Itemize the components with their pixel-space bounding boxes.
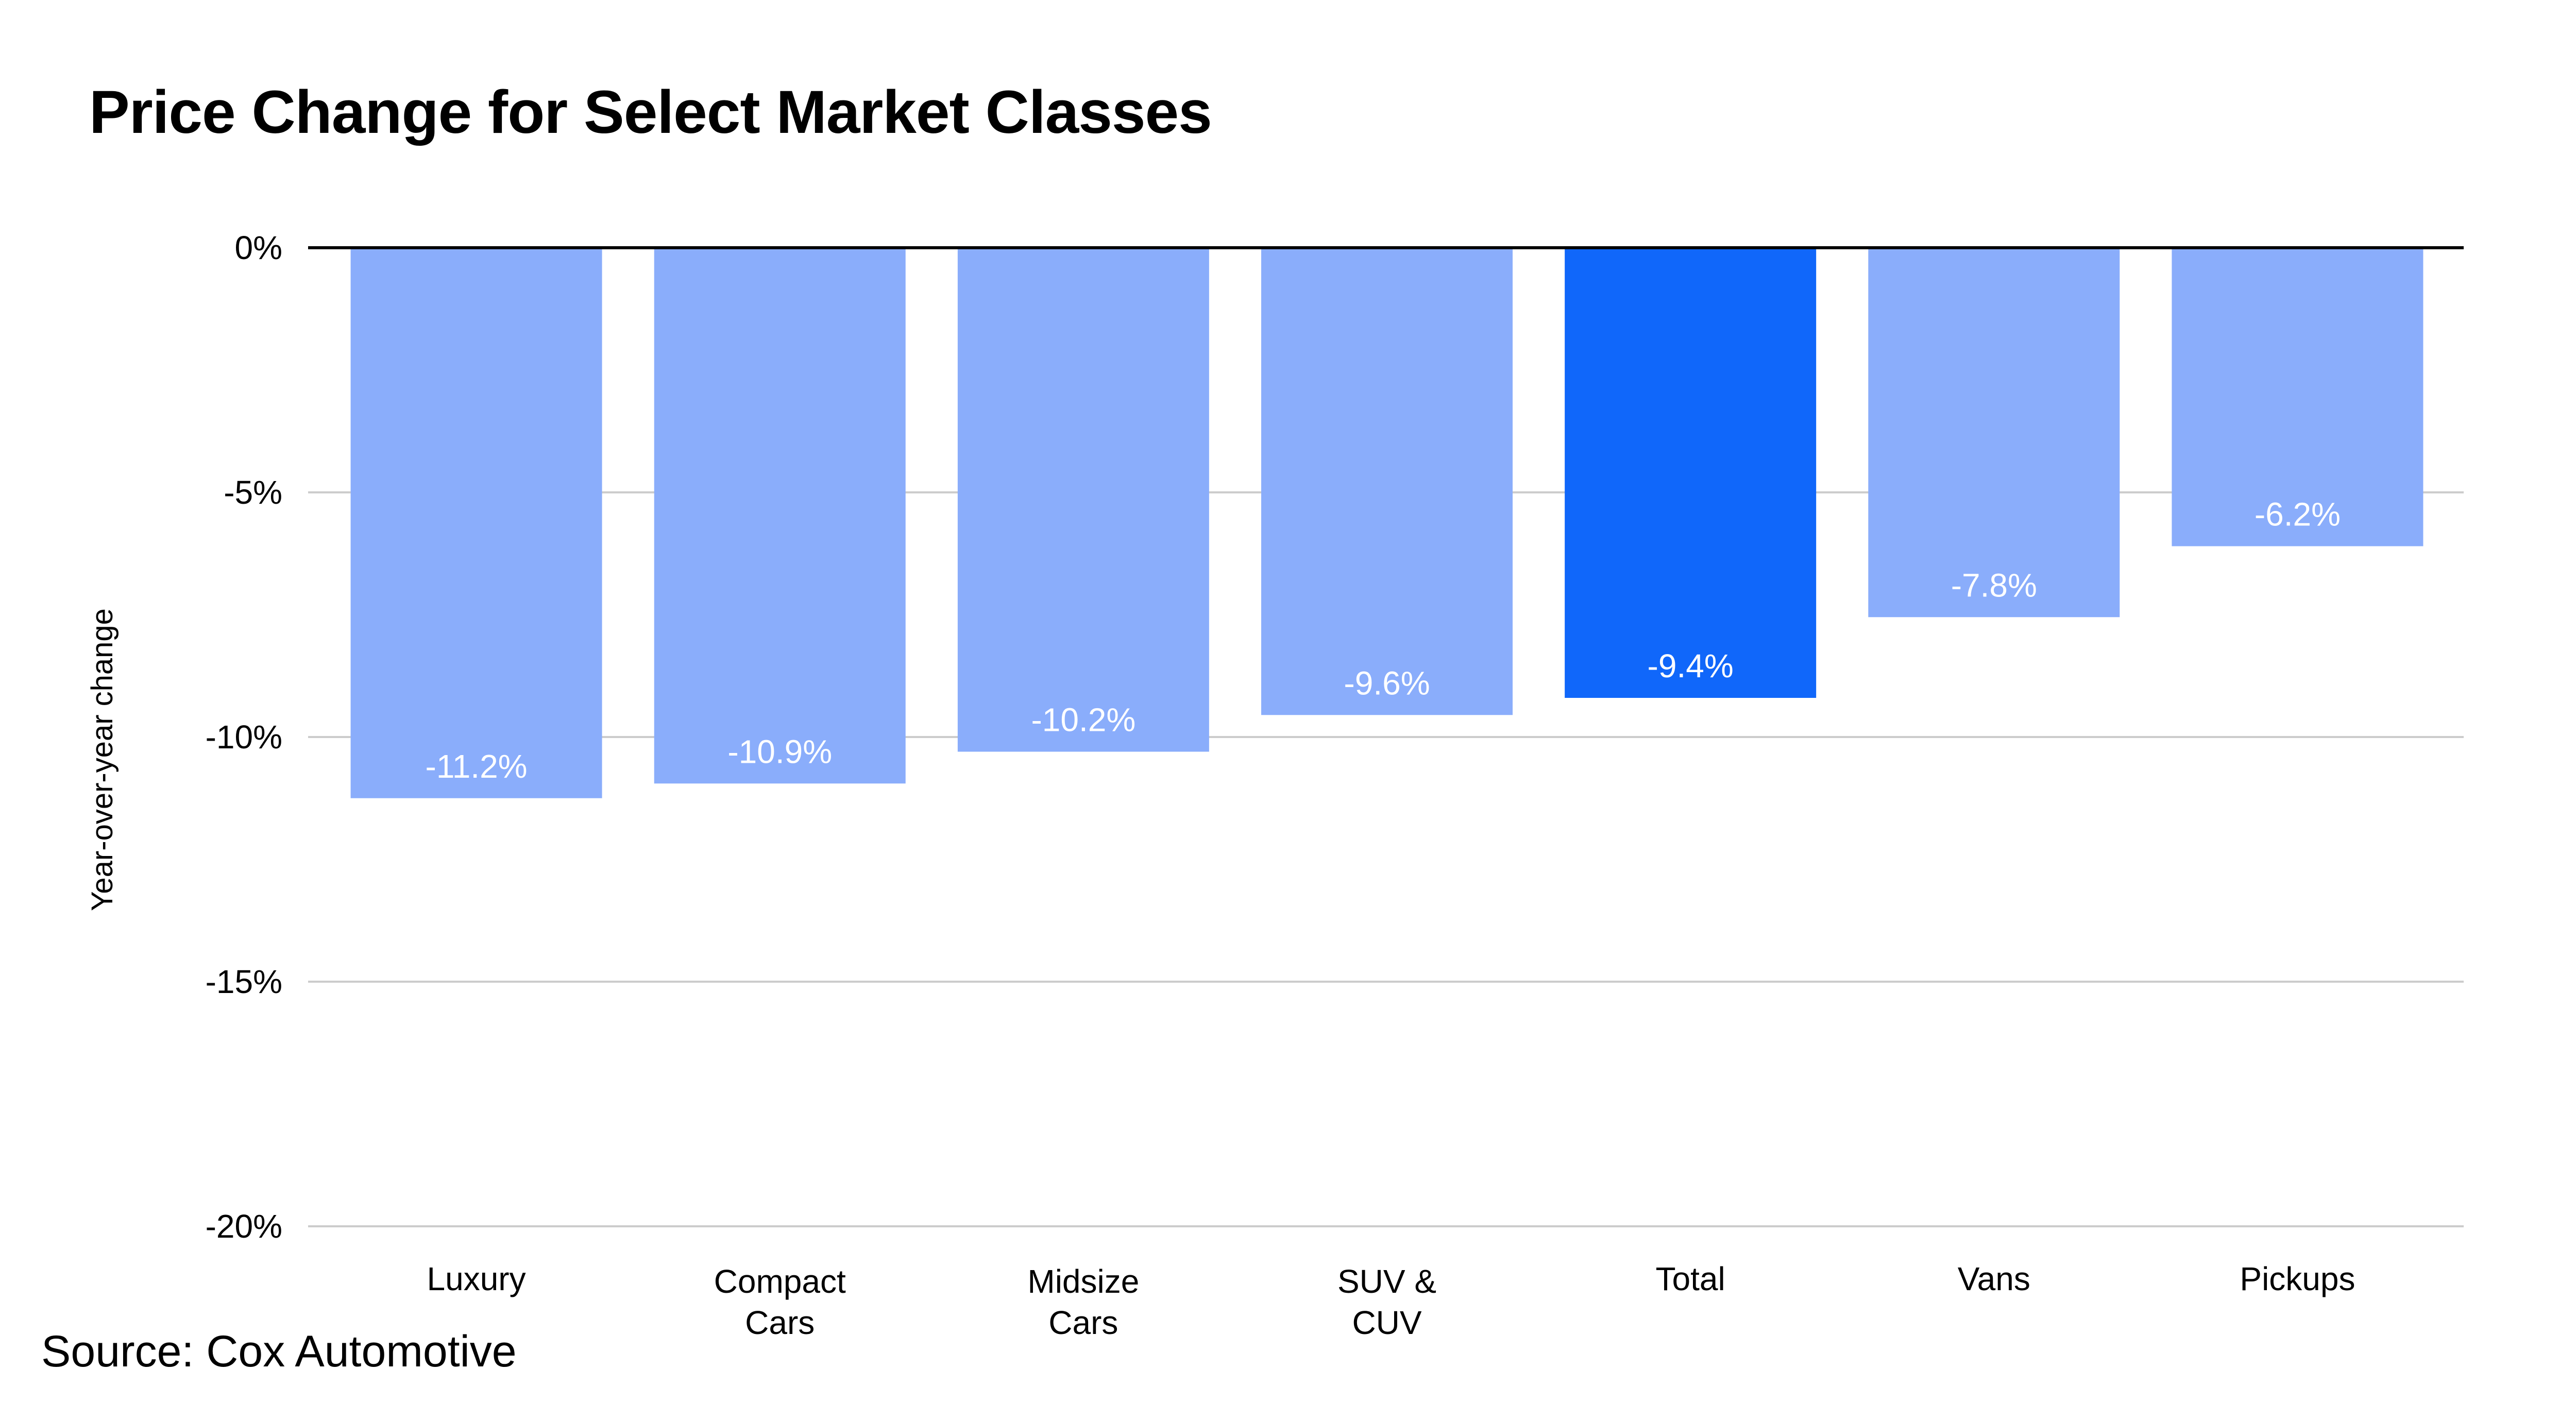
x-category-label: Compact [714, 1263, 846, 1300]
data-label: -10.2% [1031, 701, 1136, 739]
bar [1261, 248, 1513, 715]
x-category-label: Midsize [1027, 1263, 1139, 1300]
data-label: -9.6% [1344, 664, 1430, 701]
x-category-label: Luxury [427, 1260, 526, 1297]
x-category-label: Cars [1048, 1304, 1118, 1341]
x-category-label: Vans [1958, 1260, 2030, 1297]
chart-title: Price Change for Select Market Classes [89, 78, 1212, 146]
data-label: -7.8% [1951, 567, 2037, 604]
y-tick-label: -15% [206, 963, 282, 1000]
data-label: -6.2% [2255, 496, 2341, 533]
y-tick-label: -10% [206, 718, 282, 756]
x-category-label: Total [1656, 1260, 1725, 1297]
data-label: -10.9% [727, 733, 832, 770]
x-category-label: SUV & [1337, 1263, 1436, 1300]
bar [2172, 248, 2424, 546]
x-axis-category-labels: Luxury Compact Cars Midsize Cars SUV & CUV Tota… [427, 1260, 2355, 1341]
bar [350, 248, 602, 798]
x-category-label: CUV [1352, 1304, 1421, 1341]
y-tick-label: -20% [206, 1208, 282, 1245]
bar-data-labels: -11.2% -10.9% -10.2% -9.6% -9.4% -7.8% -6.2% [426, 496, 2341, 785]
bar [1868, 248, 2120, 618]
x-category-label: Pickups [2240, 1260, 2355, 1297]
y-axis-tick-labels: 0% -5% -10% -15% -20% [206, 229, 282, 1245]
source-note: Source: Cox Automotive [41, 1327, 517, 1376]
bar [654, 248, 906, 784]
x-category-label: Cars [745, 1304, 815, 1341]
y-axis-title: Year-over-year change [86, 608, 119, 911]
bar [957, 248, 1209, 752]
data-label: -11.2% [426, 748, 528, 785]
data-label: -9.4% [1648, 647, 1734, 684]
y-tick-label: -5% [224, 474, 282, 511]
bars [350, 248, 2424, 798]
y-tick-label: 0% [235, 229, 283, 266]
bar [1565, 248, 1817, 698]
